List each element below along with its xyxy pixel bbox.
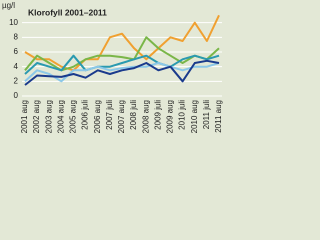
x-tick-label: 2004 aug [56, 100, 65, 133]
x-tick-label: 2005 aug [69, 100, 78, 133]
x-tick-label: 2009 aug [166, 100, 175, 133]
x-tick-label: 2011 aug [214, 100, 223, 133]
x-tick-label: 2003 aug [44, 100, 53, 133]
series-line [24, 62, 220, 83]
x-tick-label: 2002 aug [32, 100, 41, 133]
chart: µg/l Klorofyll 2001–2011 0 2 4 6 8 10 2001 aug… [2, 1, 223, 133]
y-tick-label: 4 [14, 62, 19, 71]
series-line [24, 54, 220, 75]
x-tick-label: 2006 juli [81, 100, 90, 130]
x-tick-label: 2010 juli [178, 100, 187, 130]
chart-title: Klorofyll 2001–2011 [28, 7, 107, 17]
x-tick-label: 2010 aug [190, 100, 199, 133]
x-tick-label: 2008 juli [129, 100, 138, 130]
y-tick-label: 2 [14, 76, 19, 85]
y-tick-label: 6 [14, 47, 19, 56]
y-tick-label: 8 [14, 32, 19, 41]
x-tick-label: 2009 juli [153, 100, 162, 130]
series-line [24, 59, 220, 86]
series-line [24, 36, 220, 72]
x-tick-label: 2001 aug [20, 100, 29, 133]
x-tick-label: 2006 aug [93, 100, 102, 133]
y-tick-label: 0 [14, 91, 19, 100]
y-axis-label: µg/l [2, 1, 15, 10]
x-tick-label: 2007 aug [117, 100, 126, 133]
series-line [24, 14, 220, 72]
x-tick-label: 2011 juli [202, 100, 211, 129]
x-tick-label: 2007 juli [105, 100, 114, 130]
x-tick-label: 2008 aug [141, 100, 150, 133]
y-tick-label: 10 [9, 18, 18, 27]
